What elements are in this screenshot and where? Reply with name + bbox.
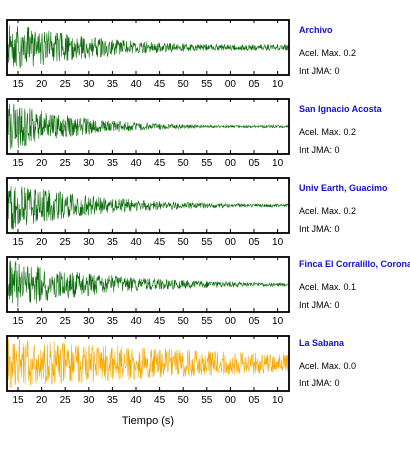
station-jma-3: Int JMA: 0 [299,224,340,234]
x-tick-label-2-10: 00 [225,158,237,169]
x-tick-label-2-2: 20 [36,158,48,169]
x-tick-label-4-9: 55 [201,316,213,327]
x-tick-label-3-2: 20 [36,237,48,248]
x-tick-label-1-9: 55 [201,79,213,90]
x-tick-label-4-3: 25 [60,316,72,327]
x-tick-label-4-4: 30 [83,316,95,327]
x-tick-label-5-11: 05 [248,395,260,406]
x-tick-label-5-8: 50 [178,395,190,406]
x-tick-label-4-5: 35 [107,316,119,327]
station-jma-2: Int JMA: 0 [299,145,340,155]
station-name-2: San Ignacio Acosta [299,104,382,114]
x-tick-label-3-5: 35 [107,237,119,248]
x-tick-label-1-5: 35 [107,79,119,90]
x-axis-label: Tiempo (s) [121,415,175,427]
station-pga-2: Acel. Max. 0.2 [299,127,357,137]
x-tick-label-1-3: 25 [60,79,72,90]
x-tick-label-3-12: 10 [272,237,284,248]
x-tick-label-1-12: 10 [272,79,284,90]
x-tick-label-5-9: 55 [201,395,213,406]
x-tick-label-5-10: 00 [225,395,237,406]
x-tick-label-5-6: 40 [130,395,142,406]
x-tick-label-2-6: 40 [130,158,142,169]
x-tick-label-1-8: 50 [178,79,190,90]
x-tick-label-1-2: 20 [36,79,48,90]
station-jma-4: Int JMA: 0 [299,300,340,310]
panel-frame-3 [6,177,290,234]
x-tick-label-4-2: 20 [36,316,48,327]
x-tick-label-3-3: 25 [60,237,72,248]
x-tick-label-1-10: 00 [225,79,237,90]
waveform-trace-2 [6,103,290,150]
x-tick-label-2-4: 30 [83,158,95,169]
x-tick-label-4-8: 50 [178,316,190,327]
x-tick-label-2-1: 15 [12,158,24,169]
x-tick-label-1-4: 30 [83,79,95,90]
x-tick-label-5-3: 25 [60,395,72,406]
panel-frame-4 [6,256,290,313]
station-jma-1: Int JMA: 0 [299,66,340,76]
station-name-4: Finca El Corralillo, Coronado [299,259,410,269]
x-tick-label-4-1: 15 [12,316,24,327]
x-tick-label-3-1: 15 [12,237,24,248]
x-tick-label-2-11: 05 [248,158,260,169]
x-tick-label-1-11: 05 [248,79,260,90]
station-pga-5: Acel. Max. 0.0 [299,361,357,371]
x-tick-label-5-12: 10 [272,395,284,406]
panel-frame-5 [6,335,290,392]
x-tick-label-3-10: 00 [225,237,237,248]
station-pga-4: Acel. Max. 0.1 [299,282,357,292]
x-tick-label-5-2: 20 [36,395,48,406]
x-tick-label-3-8: 50 [178,237,190,248]
panel-frame-1 [6,19,290,76]
x-tick-label-5-5: 35 [107,395,119,406]
x-tick-label-2-8: 50 [178,158,190,169]
waveform-trace-3 [6,186,290,230]
station-pga-3: Acel. Max. 0.2 [299,206,357,216]
waveform-trace-1 [6,25,290,69]
waveform-trace-4 [6,260,290,308]
station-pga-1: Acel. Max. 0.2 [299,48,357,58]
x-tick-label-1-7: 45 [154,79,166,90]
x-tick-label-3-11: 05 [248,237,260,248]
x-tick-label-3-9: 55 [201,237,213,248]
x-tick-label-3-4: 30 [83,237,95,248]
panel-frame-2 [6,98,290,155]
x-tick-label-4-11: 05 [248,316,260,327]
x-tick-label-1-6: 40 [130,79,142,90]
waveform-trace-5 [6,338,290,389]
x-tick-label-5-7: 45 [154,395,166,406]
station-jma-5: Int JMA: 0 [299,378,340,388]
x-tick-label-4-12: 10 [272,316,284,327]
x-tick-label-4-6: 40 [130,316,142,327]
x-tick-label-2-3: 25 [60,158,72,169]
x-tick-label-2-12: 10 [272,158,284,169]
x-tick-label-2-7: 45 [154,158,166,169]
x-tick-label-3-7: 45 [154,237,166,248]
x-tick-label-5-4: 30 [83,395,95,406]
x-tick-label-3-6: 40 [130,237,142,248]
station-name-1: Archivo [299,25,333,35]
x-tick-label-5-1: 15 [12,395,24,406]
station-name-3: Univ Earth, Guacimo [299,183,388,193]
station-name-5: La Sabana [299,338,345,348]
x-tick-label-4-7: 45 [154,316,166,327]
x-tick-label-2-9: 55 [201,158,213,169]
x-tick-label-1-1: 15 [12,79,24,90]
x-tick-label-2-5: 35 [107,158,119,169]
x-tick-label-4-10: 00 [225,316,237,327]
